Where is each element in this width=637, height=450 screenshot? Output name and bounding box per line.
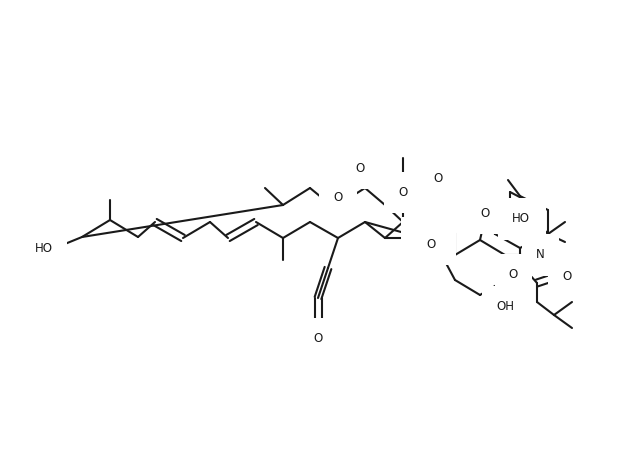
Text: HO: HO — [512, 212, 530, 225]
Text: O: O — [562, 270, 571, 284]
Text: O: O — [480, 207, 490, 220]
Text: O: O — [313, 332, 322, 345]
Text: O: O — [355, 162, 364, 175]
Text: O: O — [509, 268, 518, 281]
Text: N: N — [536, 248, 545, 261]
Text: O: O — [426, 238, 436, 251]
Text: OMe: OMe — [415, 231, 441, 244]
Text: O: O — [398, 186, 408, 199]
Text: O: O — [523, 212, 533, 225]
Text: OH: OH — [496, 300, 514, 313]
Text: HO: HO — [35, 242, 53, 255]
Text: O: O — [333, 191, 343, 204]
Text: O: O — [433, 171, 442, 184]
